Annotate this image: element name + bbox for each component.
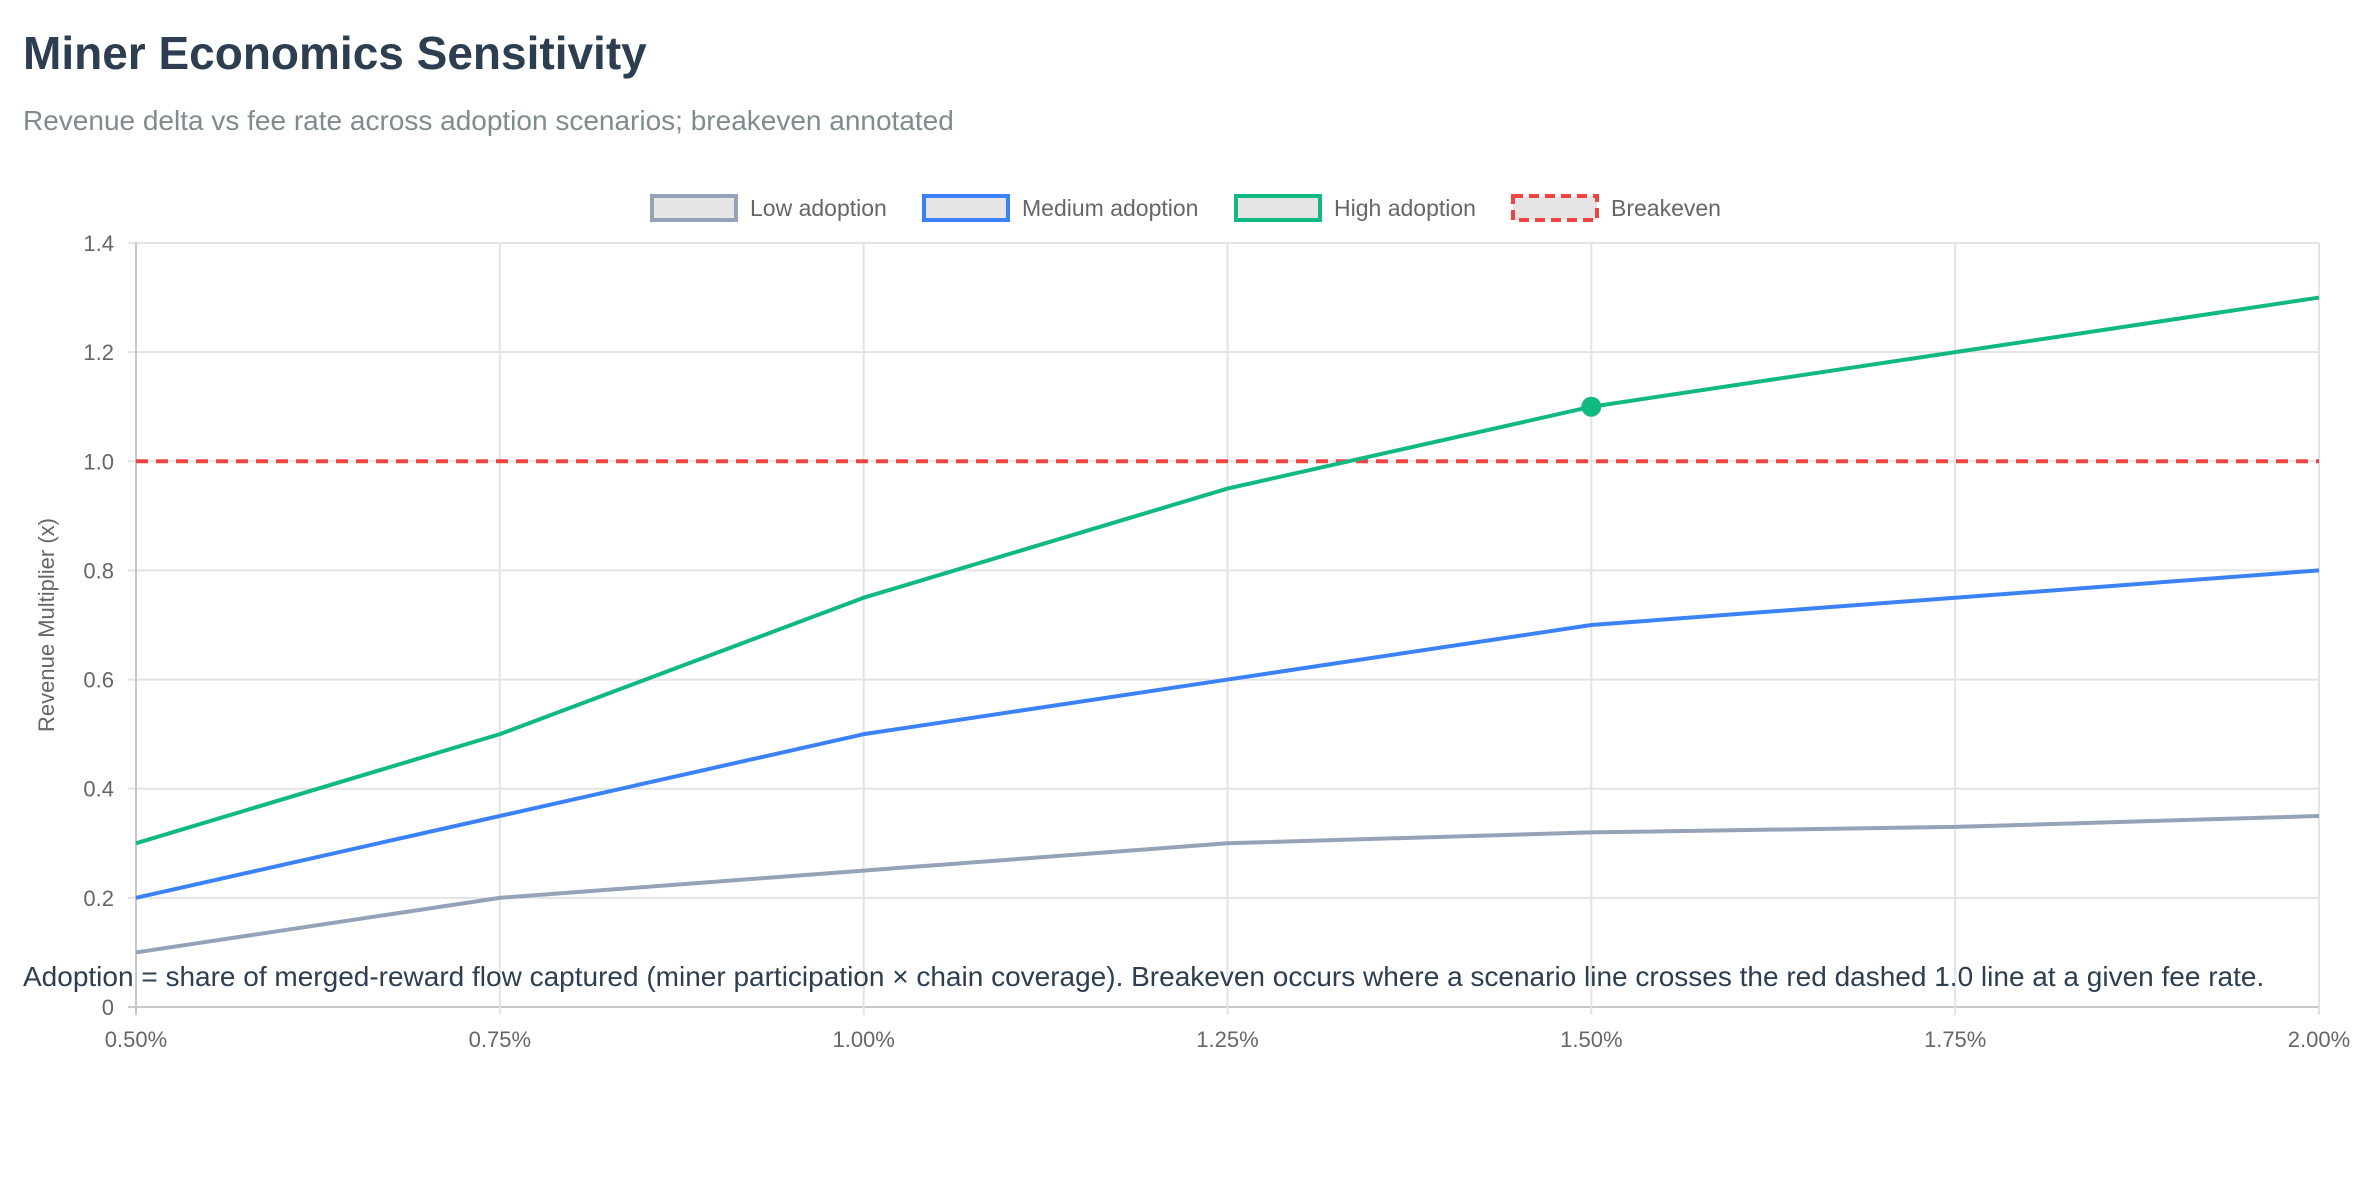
legend-swatch (1234, 194, 1322, 222)
y-tick-label: 1.0 (83, 449, 114, 474)
legend-item[interactable]: Breakeven (1511, 194, 1721, 222)
y-tick-label: 1.4 (83, 231, 114, 256)
x-tick-label: 0.75% (469, 1027, 531, 1052)
series-line-low-adoption (135, 814, 2320, 955)
x-tick-label: 2.00% (2288, 1027, 2350, 1052)
x-tick-label: 1.50% (1560, 1027, 1622, 1052)
legend-swatch (922, 194, 1010, 222)
chart-subtitle: Revenue delta vs fee rate across adoptio… (23, 105, 954, 136)
legend-label: Breakeven (1611, 195, 1721, 221)
highlight-point (1581, 396, 1602, 417)
footnote: Adoption = share of merged-reward flow c… (23, 961, 2265, 992)
legend-item[interactable]: Low adoption (650, 194, 887, 222)
grid: 0 0.2 0.4 0.6 0.8 1.0 1.2 1.4 0.50% 0.75% 1.00% 1.2… (83, 231, 2350, 1052)
x-tick-label: 0.50% (105, 1027, 167, 1052)
y-tick-label: 1.2 (83, 340, 114, 365)
y-tick-label: 0.4 (83, 777, 114, 802)
y-tick-label: 0.6 (83, 668, 114, 693)
series-line-high-adoption (135, 295, 2320, 846)
x-tick-label: 1.25% (1196, 1027, 1258, 1052)
legend-swatch (650, 194, 738, 222)
legend-item[interactable]: High adoption (1234, 194, 1476, 222)
y-tick-label: 0.2 (83, 886, 114, 911)
x-tick-label: 1.00% (832, 1027, 894, 1052)
chart-title: Miner Economics Sensitivity (23, 27, 647, 79)
legend-label: High adoption (1334, 195, 1476, 221)
y-axis-label: Revenue Multiplier (x) (34, 518, 59, 732)
legend-label: Medium adoption (1022, 195, 1198, 221)
legend-label: Low adoption (750, 195, 887, 221)
series-line-medium-adoption (135, 568, 2320, 900)
legend-item[interactable]: Medium adoption (922, 194, 1198, 222)
y-tick-label: 0.8 (83, 558, 114, 583)
legend: Low adoption Medium adoption High adoption… (650, 194, 1721, 222)
x-tick-label: 1.75% (1924, 1027, 1986, 1052)
legend-swatch (1511, 194, 1599, 222)
series-lines (135, 295, 2320, 955)
y-tick-label: 0 (102, 995, 114, 1020)
